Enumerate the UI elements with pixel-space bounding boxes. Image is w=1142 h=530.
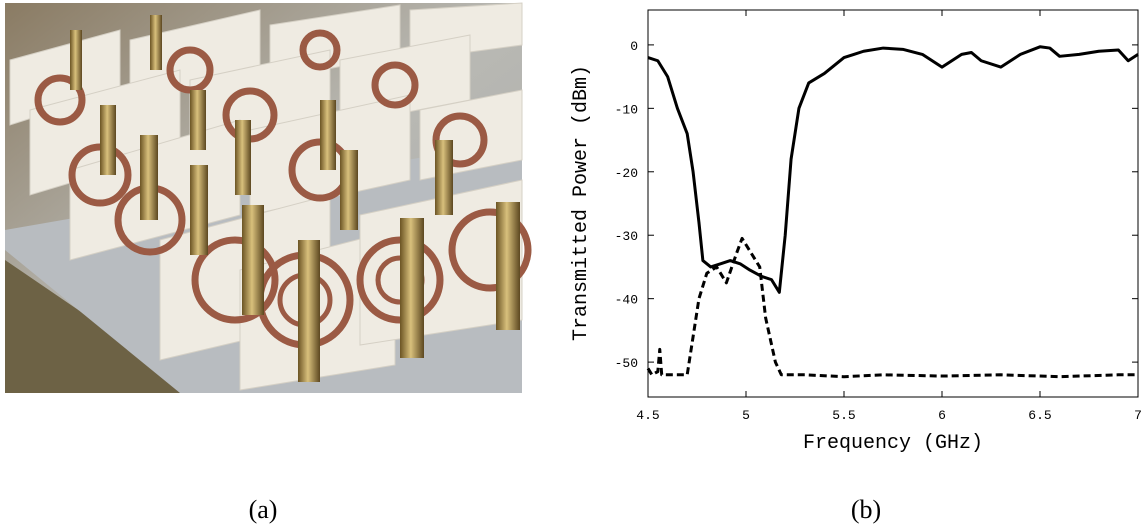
ring (34, 74, 86, 126)
post (70, 30, 82, 90)
y-tick-label: -30 (615, 229, 638, 244)
x-tick-label: 5.5 (832, 408, 855, 423)
post (242, 205, 264, 315)
posts (70, 15, 520, 382)
post (235, 120, 251, 195)
post (435, 140, 453, 215)
x-tick-label: 5 (742, 408, 750, 423)
y-tick-label: 0 (630, 39, 638, 54)
plot-frame (647, 9, 1139, 398)
ring (299, 29, 341, 71)
photo (5, 2, 532, 393)
series-line (647, 45, 1139, 294)
series-line (646, 236, 1138, 379)
x-tick-label: 7 (1134, 408, 1142, 423)
y-tick-label: -10 (615, 102, 638, 117)
y-tick-label: -40 (615, 293, 638, 308)
post (190, 90, 206, 150)
y-tick-label: -20 (615, 166, 638, 181)
caption: (a) (249, 495, 278, 524)
x-tick-label: 4.5 (636, 408, 659, 423)
ring (448, 208, 532, 292)
post (340, 150, 358, 230)
post (298, 240, 320, 382)
caption: (b) (851, 495, 881, 524)
y-axis-label: Transmitted Power (dBm) (570, 65, 593, 341)
y-tick-label: -50 (615, 356, 638, 371)
ring (371, 61, 419, 109)
x-tick-label: 6.5 (1028, 408, 1051, 423)
post (100, 105, 116, 175)
post (320, 100, 336, 170)
post (400, 218, 424, 358)
post (140, 135, 158, 220)
ring (191, 236, 279, 324)
post (190, 165, 208, 255)
post (496, 202, 520, 330)
x-tick-label: 6 (938, 408, 946, 423)
x-axis-label: Frequency (GHz) (803, 432, 983, 455)
post (150, 15, 162, 70)
